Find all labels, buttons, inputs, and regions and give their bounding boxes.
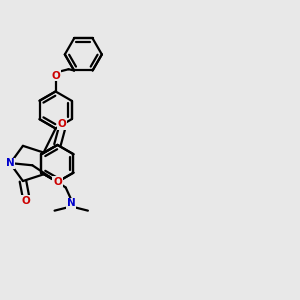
Text: O: O — [22, 196, 30, 206]
Text: O: O — [58, 119, 66, 129]
Text: O: O — [53, 177, 62, 187]
Text: N: N — [6, 158, 14, 168]
Text: N: N — [67, 198, 76, 208]
Text: O: O — [51, 70, 60, 80]
